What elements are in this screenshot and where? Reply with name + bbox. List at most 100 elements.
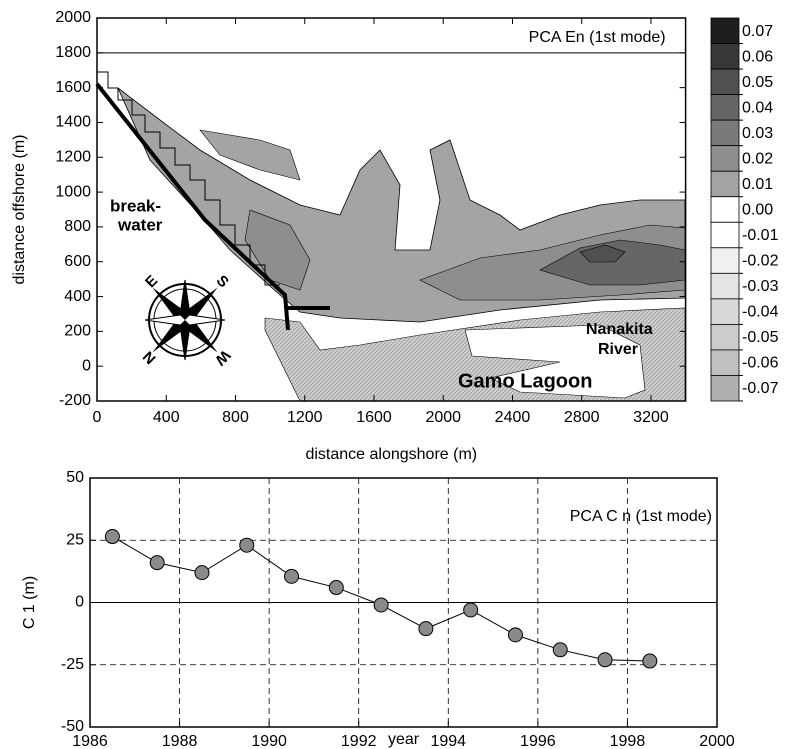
colorbar-box: [710, 17, 740, 44]
data-point: [328, 580, 344, 596]
x-tick-label: 1988: [162, 733, 198, 749]
colorbar-tick-label: -0.01: [742, 227, 779, 244]
compass-label: N: [140, 348, 160, 368]
annotation: Nanakita: [586, 321, 653, 338]
colorbar-tick-label: 0.01: [742, 176, 773, 193]
x-tick-label: 3200: [633, 409, 669, 426]
colorbar-box: [710, 43, 740, 70]
y-tick-label: -200: [59, 392, 91, 409]
data-point: [418, 621, 434, 637]
colorbar-tick-label: 0.03: [742, 125, 773, 142]
colorbar-tick-label: 0.04: [742, 99, 773, 116]
colorbar-tick-label: -0.06: [742, 355, 779, 372]
annotation: break-: [110, 196, 161, 215]
breakwater: [95, 82, 290, 331]
data-point: [149, 555, 165, 571]
x-tick-label: 1200: [287, 409, 323, 426]
y-tick-label: 200: [64, 323, 91, 340]
data-point: [194, 565, 210, 581]
y-tick-label: -50: [61, 718, 84, 735]
y-tick-label: 2000: [55, 9, 91, 26]
y-tick-label: 1000: [55, 183, 91, 200]
x-tick-label: 2000: [425, 409, 461, 426]
chart-title: PCA C n (1st mode): [570, 508, 712, 525]
contour-zone: [199, 129, 301, 181]
x-tick-label: 1996: [520, 733, 556, 749]
x-tick-label: 0: [93, 409, 102, 426]
data-point: [284, 568, 300, 584]
colorbar-tick-label: -0.04: [742, 304, 779, 321]
y-tick-label: 50: [66, 469, 84, 486]
contour-zone: [244, 209, 311, 291]
colorbar-box: [710, 196, 740, 223]
colorbar-box: [710, 375, 740, 402]
colorbar-tick-label: -0.05: [742, 329, 779, 346]
colorbar-tick-label: -0.02: [742, 253, 779, 270]
chart-title: PCA En (1st mode): [529, 29, 666, 46]
colorbar-box: [710, 119, 740, 147]
colorbar-tick-label: 0.06: [742, 48, 773, 65]
colorbar-box: [710, 68, 740, 95]
x-axis-label: year: [388, 731, 420, 748]
y-tick-label: 1200: [55, 148, 91, 165]
lagoon: [464, 324, 646, 399]
data-point: [552, 642, 568, 658]
colorbar-box: [710, 170, 740, 198]
data-point: [597, 652, 613, 668]
x-tick-label: 1998: [610, 733, 646, 749]
colorbar-tick-label: 0.07: [742, 23, 773, 40]
compass-label: E: [142, 272, 161, 291]
map-field: [95, 71, 686, 402]
colorbar-box: [710, 145, 740, 172]
x-tick-label: 800: [222, 409, 249, 426]
y-tick-label: 25: [66, 531, 84, 548]
x-tick-label: 400: [153, 409, 180, 426]
colorbar-tick-label: -0.03: [742, 278, 779, 295]
colorbar-tick-label: 0.05: [742, 74, 773, 91]
x-tick-label: 2000: [699, 733, 735, 749]
colorbar-tick-label: 0.00: [742, 201, 773, 218]
annotation: River: [598, 341, 638, 358]
y-tick-label: -25: [61, 656, 84, 673]
colorbar-box: [710, 323, 740, 351]
colorbar-tick-label: 0.02: [742, 150, 773, 167]
annotation: Gamo Lagoon: [458, 370, 592, 392]
y-tick-label: 1400: [55, 114, 91, 131]
x-tick-label: 2800: [564, 409, 600, 426]
data-point: [463, 602, 479, 618]
y-axis-label: C 1 (m): [21, 576, 38, 629]
x-tick-label: 1986: [72, 733, 108, 749]
y-tick-label: 800: [64, 218, 91, 235]
shore-steps: [97, 71, 280, 286]
data-point: [373, 597, 389, 613]
annotation: water: [117, 215, 163, 234]
y-tick-label: 0: [75, 594, 84, 611]
data-point: [104, 529, 120, 545]
data-point: [507, 627, 523, 643]
plot-frame: [96, 17, 687, 402]
colorbar-box: [710, 298, 740, 325]
x-axis-label: distance alongshore (m): [305, 446, 477, 463]
data-point: [642, 653, 658, 669]
colorbar-box: [710, 272, 740, 300]
colorbar-box: [710, 94, 740, 121]
colorbar-box: [710, 247, 740, 274]
x-tick-label: 1600: [356, 409, 392, 426]
y-tick-label: 600: [64, 253, 91, 270]
colorbar-box: [710, 349, 740, 376]
colorbar-tick-label: -0.07: [742, 380, 779, 397]
y-tick-label: 1800: [55, 44, 91, 61]
y-tick-label: 0: [82, 357, 91, 374]
compass: [144, 279, 226, 361]
y-tick-label: 1600: [55, 79, 91, 96]
compass-label: S: [213, 272, 232, 291]
data-point: [239, 537, 255, 553]
y-tick-label: 400: [64, 288, 91, 305]
x-tick-label: 1994: [430, 733, 466, 749]
x-tick-label: 1990: [251, 733, 287, 749]
y-axis-label: distance offshore (m): [11, 135, 28, 285]
x-tick-label: 2400: [495, 409, 531, 426]
contour-zone: [579, 244, 626, 263]
